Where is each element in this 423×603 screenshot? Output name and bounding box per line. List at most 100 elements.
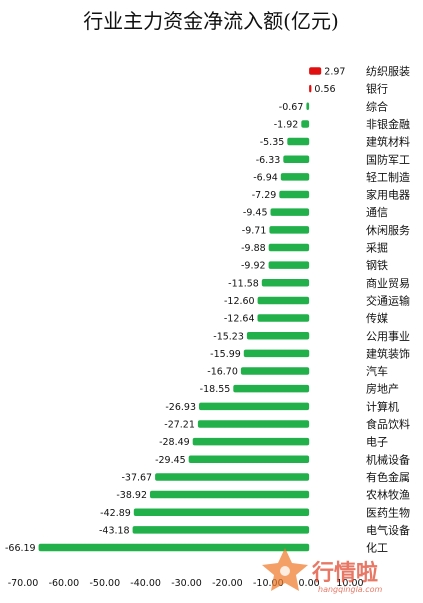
bar-5	[287, 137, 310, 146]
x-tick-label-7: -10.00	[253, 578, 284, 589]
category-label-11: 采掘	[366, 241, 388, 255]
bar-17	[243, 349, 310, 358]
value-label-22: -28.49	[159, 437, 190, 448]
category-label-3: 综合	[366, 99, 388, 113]
category-label-25: 农林牧渔	[366, 488, 410, 502]
bar-3	[306, 102, 310, 110]
value-label-27: -43.18	[99, 525, 130, 536]
category-label-2: 银行	[366, 82, 388, 96]
bar-14	[257, 296, 310, 305]
value-label-4: -1.92	[274, 119, 299, 130]
value-label-1: 2.97	[324, 67, 345, 78]
category-label-27: 电气设备	[366, 523, 410, 537]
bar-11	[268, 243, 310, 252]
value-label-19: -18.55	[200, 384, 231, 395]
category-label-4: 非银金融	[366, 117, 410, 131]
bars-group	[38, 67, 322, 552]
category-label-14: 交通运输	[366, 293, 410, 307]
category-label-9: 通信	[366, 206, 388, 219]
value-label-2: 0.56	[314, 84, 335, 95]
bar-7	[280, 173, 310, 181]
watermark-brand: 行情啦	[311, 560, 378, 586]
bar-20	[199, 402, 310, 411]
bar-12	[268, 261, 310, 269]
bar-2	[309, 84, 312, 93]
category-label-21: 食品饮料	[366, 417, 410, 431]
bar-4	[301, 120, 310, 128]
x-axis-ticks-group: -70.00 -60.00 -50.00 -40.00 -30.00 -20.00 -10.…	[8, 578, 364, 589]
value-label-5: -5.35	[260, 137, 285, 148]
value-label-16: -15.23	[213, 331, 244, 342]
x-tick-label-4: -40.00	[130, 578, 161, 589]
value-labels-group: 2.97 0.56 -0.67 -1.92 -5.35 -6.33 -6.94 -7.29 -9…	[5, 67, 345, 555]
bar-25	[150, 490, 310, 499]
watermark-logo: 行情啦 hangqingla.com	[262, 548, 383, 594]
value-label-28: -66.19	[5, 543, 36, 554]
bar-8	[279, 190, 310, 199]
bar-28	[38, 543, 310, 552]
x-tick-label-1: -70.00	[8, 578, 39, 589]
x-tick-label-5: -30.00	[171, 578, 202, 589]
value-label-8: -7.29	[252, 190, 277, 201]
category-label-7: 轻工制造	[366, 170, 410, 184]
value-label-21: -27.21	[164, 420, 195, 431]
value-label-26: -42.89	[100, 508, 131, 519]
category-label-23: 机械设备	[366, 452, 410, 466]
category-label-17: 建筑装饰	[366, 346, 410, 360]
category-label-28: 化工	[366, 541, 388, 555]
bar-1	[309, 67, 322, 75]
category-label-22: 电子	[366, 436, 388, 449]
value-label-14: -12.60	[224, 296, 255, 307]
x-tick-label-3: -50.00	[89, 578, 120, 589]
category-label-12: 钢铁	[366, 259, 388, 272]
category-label-15: 传媒	[366, 312, 388, 325]
bar-23	[188, 455, 310, 463]
x-tick-label-9: 10.00	[336, 578, 363, 589]
bar-24	[155, 473, 310, 481]
bar-19	[233, 384, 310, 393]
bar-15	[257, 314, 310, 322]
value-label-18: -16.70	[207, 367, 238, 378]
bar-22	[192, 437, 310, 446]
bar-27	[132, 526, 310, 534]
category-label-24: 有色金属	[366, 470, 410, 484]
category-label-20: 计算机	[366, 399, 399, 413]
value-label-7: -6.94	[253, 172, 278, 183]
x-tick-label-8: 0.00	[299, 578, 320, 589]
chart-title: 行业主力资金净流入额(亿元)	[83, 9, 339, 33]
value-label-6: -6.33	[256, 155, 281, 166]
value-label-13: -11.58	[228, 278, 259, 289]
bar-10	[269, 226, 310, 234]
bar-16	[246, 332, 310, 340]
category-label-1: 纺织服装	[366, 64, 410, 78]
category-label-18: 汽车	[366, 364, 388, 378]
x-tick-label-6: -20.00	[212, 578, 243, 589]
value-label-9: -9.45	[243, 208, 268, 219]
value-label-17: -15.99	[210, 349, 241, 360]
bar-18	[240, 367, 310, 375]
bar-6	[283, 155, 310, 163]
value-label-15: -12.64	[224, 314, 255, 325]
value-label-24: -37.67	[121, 472, 152, 483]
category-label-5: 建筑材料	[366, 135, 410, 149]
category-label-10: 休闲服务	[366, 223, 410, 237]
bar-9	[270, 208, 310, 216]
category-label-8: 家用电器	[366, 188, 410, 202]
value-label-25: -38.92	[116, 490, 147, 501]
category-label-16: 公用事业	[366, 330, 410, 343]
value-label-23: -29.45	[155, 455, 186, 466]
category-label-6: 国防军工	[366, 152, 410, 166]
x-tick-label-2: -60.00	[49, 578, 80, 589]
watermark-domain: hangqingla.com	[318, 585, 383, 594]
category-label-19: 房地产	[366, 382, 399, 396]
value-label-10: -9.71	[242, 225, 267, 236]
value-label-20: -26.93	[165, 402, 196, 413]
value-label-12: -9.92	[241, 261, 266, 272]
category-label-13: 商业贸易	[366, 276, 410, 290]
value-label-11: -9.88	[241, 243, 266, 254]
value-label-3: -0.67	[279, 102, 304, 113]
category-labels-group: 纺织服装银行综合非银金融建筑材料国防军工轻工制造家用电器通信休闲服务采掘钢铁商业…	[366, 64, 410, 555]
category-label-26: 医药生物	[366, 505, 410, 519]
bar-21	[197, 420, 310, 428]
